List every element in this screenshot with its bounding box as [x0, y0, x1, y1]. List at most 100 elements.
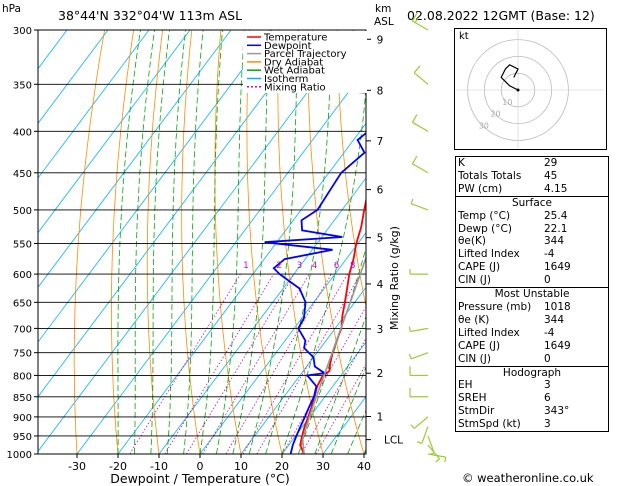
table-row: Pressure (mb) 1018 [456, 301, 609, 314]
index-value: 0 [544, 274, 551, 287]
pressure-tick-label: 600 [13, 270, 32, 281]
mixing-ratio-label: 4 [312, 261, 317, 271]
temperature-tick-label: -10 [150, 460, 168, 473]
table-row: CIN (J) 0 [456, 274, 609, 287]
mixing-ratio-line [282, 305, 366, 454]
wet-adiabat [298, 247, 366, 454]
index-label: Totals Totals [458, 169, 522, 182]
wind-barb-flag [411, 114, 418, 123]
height-tick-label: 7 [377, 136, 384, 148]
temperature-tick-label: 30 [316, 460, 330, 473]
wind-barb-flag [411, 155, 418, 165]
isotherm-line [76, 68, 366, 454]
wind-barb-staff [412, 20, 429, 31]
wind-barb-staff [427, 435, 435, 454]
legend-background [243, 31, 367, 93]
pressure-tick-label: 550 [13, 239, 32, 250]
index-value: -4 [544, 248, 555, 261]
wet-adiabat [183, 30, 204, 454]
wet-adiabat [314, 315, 366, 454]
index-label: CAPE (J) [458, 339, 501, 352]
wet-adiabat [166, 30, 186, 454]
height-tick-label: 6 [377, 185, 384, 197]
wind-barb-flag [410, 424, 415, 429]
mixing-ratio-label: 6 [334, 261, 339, 271]
wind-barb-staff [410, 327, 429, 333]
table-row: Totals Totals 45 [456, 170, 609, 183]
index-value: 45 [544, 169, 558, 182]
profiles [262, 50, 366, 454]
mixing-ratio-line [129, 273, 241, 454]
isotherm-line [38, 30, 273, 343]
index-label: Temp (°C) [458, 209, 511, 222]
dry-adiabat [146, 30, 164, 454]
index-value: 4.15 [544, 182, 568, 195]
wet-adiabat [199, 30, 223, 454]
temperature-tick-label: 40 [357, 460, 371, 473]
table-row: Dewp (°C) 22.1 [456, 223, 609, 236]
table-row: CAPE (J) 1649 [456, 340, 609, 353]
isotherm-line [38, 30, 150, 179]
hpa-unit-label: hPa [2, 3, 21, 15]
index-value: -4 [544, 326, 555, 339]
index-value: 0 [544, 352, 551, 365]
pressure-tick-label: 1000 [7, 450, 32, 461]
mixing-ratio-label: 2 [276, 261, 281, 271]
wet-adiabat [330, 365, 366, 454]
table-row: Temp (°C) 25.4 [456, 210, 609, 223]
mixing-ratio-line [242, 273, 348, 454]
wind-barb-staff [410, 203, 429, 211]
hodograph-origin [516, 88, 520, 92]
table-row: SREH 6 [456, 392, 609, 405]
index-label: CIN (J) [458, 274, 491, 287]
asl-unit-label: ASL [374, 16, 394, 28]
pressure-tick-label: 650 [13, 298, 32, 309]
index-label: CAPE (J) [458, 261, 501, 274]
wind-barb-staff [412, 163, 429, 174]
mixing-ratio-line [186, 273, 295, 454]
legend-entry: Mixing Ratio [264, 82, 326, 93]
wind-barb-staff [410, 352, 429, 360]
index-label: Pressure (mb) [458, 300, 532, 313]
index-label: PW (cm) [458, 182, 503, 195]
table-row: EH 3 [456, 379, 609, 392]
pressure-tick-label: 300 [13, 26, 32, 37]
station-location: 38°44'N 332°04'W 113m ASL [58, 8, 243, 23]
mixing-ratio-label: 3 [297, 261, 302, 271]
dry-adiabat [111, 30, 134, 454]
table-row: Lifted Index -4 [456, 248, 609, 261]
lcl-label: LCL [384, 435, 403, 447]
index-label: StmSpd (kt) [458, 418, 521, 431]
isotherm-line [38, 30, 232, 288]
hodograph-ring-label: 30 [479, 121, 489, 130]
section-title: Surface [511, 196, 552, 209]
hodograph-table: Hodograph EH 3 SREH 6 StmDir 343° StmSpd (kt) 3 [455, 366, 609, 433]
surface-table: Surface Temp (°C) 25.4 Dewp (°C) 22.1 θe(K) 3… [455, 196, 609, 289]
legend-entry: Parcel Trajectory [264, 49, 347, 60]
pressure-tick-label: 700 [13, 324, 32, 335]
index-label: Lifted Index [458, 248, 520, 261]
wind-barb-flag [408, 326, 411, 332]
wet-adiabat [150, 30, 170, 454]
temperature-tick-label: -30 [68, 460, 86, 473]
most-unstable-table: Most Unstable Pressure (mb) 1018 θe (K) 344… [455, 288, 609, 367]
height-tick-label: 8 [377, 85, 384, 97]
pressure-tick-label: 350 [13, 80, 32, 91]
index-label: K [458, 157, 465, 169]
wind-barb-flag [413, 65, 421, 74]
legend-entry: Dewpoint [264, 41, 312, 52]
index-value: 344 [544, 235, 565, 248]
pressure-tick-label: 800 [13, 371, 32, 382]
index-value: 343° [544, 405, 570, 418]
index-label: EH [458, 379, 473, 392]
dry-adiabat [181, 30, 201, 454]
index-value: 22.1 [544, 222, 568, 235]
table-row: StmDir 343° [456, 405, 609, 418]
wind-barb-staff [421, 426, 429, 444]
x-axis-label: Dewpoint / Temperature (°C) [110, 471, 289, 486]
